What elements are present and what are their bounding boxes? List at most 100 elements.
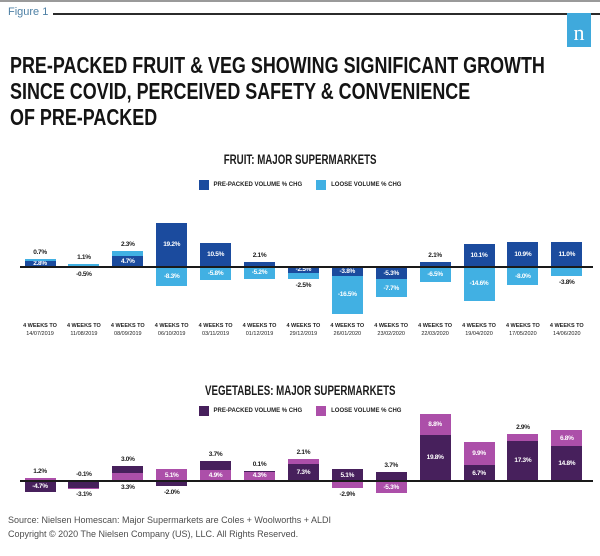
x-axis-label-date: 22/03/2020 xyxy=(421,331,449,337)
bar-segment-loose xyxy=(24,258,56,261)
page-title-line3: OF PRE-PACKED xyxy=(10,104,158,130)
bar-value-label: 0.7% xyxy=(33,248,47,256)
x-axis-label-date: 06/10/2019 xyxy=(157,331,186,337)
x-axis-label-prefix: 4 WEEKS TO xyxy=(23,323,57,329)
bar-segment-loose: 9.9% xyxy=(463,442,495,466)
bar-segment-pp: -4.7% xyxy=(24,481,56,492)
bar-segment-loose: 8.8% xyxy=(419,414,451,435)
nielsen-logo: n xyxy=(567,13,591,47)
x-axis-label-date: 19/04/2020 xyxy=(465,331,493,337)
bar-segment-pp: 19.8% xyxy=(419,434,451,481)
bar-segment-pp xyxy=(156,481,188,486)
bar-value-label: -2.0% xyxy=(163,488,180,496)
x-axis-label-prefix: 4 WEEKS TO xyxy=(462,323,496,329)
fruit-legend-item-loose: LOOSE VOLUME % CHG xyxy=(316,180,401,190)
bar-segment-loose xyxy=(507,433,539,441)
bar-value-label: 2.3% xyxy=(120,240,135,248)
bar-segment-pp: 6.7% xyxy=(463,465,495,481)
fruit-loose-swatch-icon xyxy=(316,180,327,190)
bar-segment-pp: 10.1% xyxy=(463,243,495,267)
bar-segment-pp: 5.1% xyxy=(331,469,363,481)
bar-segment-pp: 7.3% xyxy=(287,463,319,481)
bar-segment-loose: -7.7% xyxy=(375,279,407,297)
x-axis-label-date: 08/09/2019 xyxy=(114,331,142,337)
bar-segment-loose: -16.5% xyxy=(331,275,363,314)
x-axis-label-prefix: 4 WEEKS TO xyxy=(66,323,101,329)
veg-prepacked-legend-label: PRE-PACKED VOLUME % CHG xyxy=(213,408,303,414)
bar-value-label: 3.3% xyxy=(120,484,135,491)
bar-value-label: -2.9% xyxy=(339,490,356,498)
x-axis-label-date: 29/12/2019 xyxy=(289,331,318,337)
x-axis-label-prefix: 4 WEEKS TO xyxy=(505,323,540,329)
bar-value-label: 0.1% xyxy=(252,460,267,468)
bar-segment-loose xyxy=(551,267,583,276)
bar-segment-pp: 2.8% xyxy=(24,260,56,267)
bar-segment-loose: -5.2% xyxy=(244,267,275,279)
x-axis xyxy=(20,266,593,268)
veg-legend: PRE-PACKED VOLUME % CHG LOOSE VOLUME % C… xyxy=(0,406,600,416)
bar-segment-pp: 10.9% xyxy=(507,241,539,267)
bar-segment-loose xyxy=(287,459,319,464)
fruit-chart-title-text: FRUIT: MAJOR SUPERMARKETS xyxy=(223,152,377,167)
veg-legend-item-prepacked: PRE-PACKED VOLUME % CHG xyxy=(198,406,303,416)
figure-label: Figure 1 xyxy=(8,6,49,18)
bar-segment-loose xyxy=(68,264,100,267)
x-axis-label-prefix: 4 WEEKS TO xyxy=(374,323,409,329)
fruit-legend-item-prepacked: PRE-PACKED VOLUME % CHG xyxy=(198,180,303,190)
page-title-line1: PRE-PACKED FRUIT & VEG SHOWING SIGNIFICA… xyxy=(10,52,545,78)
x-axis-label-prefix: 4 WEEKS TO xyxy=(242,323,277,329)
bar-segment-pp: 19.2% xyxy=(156,222,188,267)
bar-value-label: 1.1% xyxy=(77,254,91,262)
x-axis-label-date: 26/01/2020 xyxy=(333,331,362,337)
page-top-edge xyxy=(0,0,600,2)
bar-segment-loose xyxy=(287,272,319,279)
x-axis-label-date: 17/05/2020 xyxy=(509,331,537,337)
bar-segment-loose: -8.3% xyxy=(156,267,188,287)
bar-segment-loose xyxy=(112,250,144,257)
bar-value-label: 2.1% xyxy=(296,449,311,456)
bar-value-label: 2.1% xyxy=(252,252,267,260)
fruit-legend: PRE-PACKED VOLUME % CHG LOOSE VOLUME % C… xyxy=(0,180,600,190)
bar-segment-loose xyxy=(112,473,144,481)
bar-value-label: -3.8% xyxy=(559,278,575,286)
bar-segment-loose: 4.3% xyxy=(244,470,275,481)
bar-segment-pp: -2.5% xyxy=(287,266,319,273)
bar-segment-pp: -5.3% xyxy=(375,267,407,280)
footer-source: Source: Nielsen Homescan: Major Supermar… xyxy=(8,515,331,525)
x-axis-label-prefix: 4 WEEKS TO xyxy=(154,323,189,329)
veg-chart-title: VEGETABLES: MAJOR SUPERMARKETS xyxy=(0,382,600,400)
bar-segment-loose xyxy=(331,481,363,488)
page-title-line2: SINCE COVID, PERCEIVED SAFETY & CONVENIE… xyxy=(10,78,471,104)
bar-segment-pp: 4.7% xyxy=(112,256,144,267)
bar-value-label: 2.9% xyxy=(516,423,530,431)
bar-value-label: -0.1% xyxy=(76,471,92,478)
bar-value-label: 3.0% xyxy=(120,456,135,464)
veg-loose-legend-label: LOOSE VOLUME % CHG xyxy=(331,408,402,414)
bar-segment-loose: -8.0% xyxy=(507,267,539,286)
x-axis-label-prefix: 4 WEEKS TO xyxy=(110,323,145,329)
bar-segment-loose: -14.6% xyxy=(463,267,495,301)
veg-plot-area: -4.7% 1.2% -3.1% -0.1% 3.3% 3.0% 5.1% -2.0% 4.9%… xyxy=(20,411,593,516)
x-axis-label-date: 11/08/2019 xyxy=(70,331,98,337)
x-axis-label-date: 14/07/2019 xyxy=(26,331,54,337)
bar-segment-pp: 11.0% xyxy=(551,241,583,267)
nielsen-logo-letter: n xyxy=(573,20,585,45)
bar-value-label: -2.5% xyxy=(295,281,312,289)
veg-chart-title-text: VEGETABLES: MAJOR SUPERMARKETS xyxy=(204,383,396,398)
fruit-chart-title: FRUIT: MAJOR SUPERMARKETS xyxy=(0,151,600,169)
footer-copyright: Copyright © 2020 The Nielsen Company (US… xyxy=(8,528,299,539)
fruit-prepacked-legend-label: PRE-PACKED VOLUME % CHG xyxy=(213,182,303,188)
bar-segment-pp xyxy=(375,472,407,481)
bar-segment-pp: 10.5% xyxy=(200,242,232,267)
bar-segment-pp xyxy=(112,466,144,474)
bar-segment-loose: -5.3% xyxy=(375,481,407,494)
bar-segment-pp xyxy=(419,262,451,267)
bar-segment-loose: -5.8% xyxy=(200,267,232,281)
bar-value-label: -3.1% xyxy=(76,491,92,499)
bar-segment-pp: -3.8% xyxy=(331,267,363,276)
x-axis-label-prefix: 4 WEEKS TO xyxy=(198,323,233,329)
fruit-loose-legend-label: LOOSE VOLUME % CHG xyxy=(331,182,402,188)
bar-value-label: -0.5% xyxy=(76,271,92,279)
footer: Source: Nielsen Homescan: Major Supermar… xyxy=(8,514,331,541)
